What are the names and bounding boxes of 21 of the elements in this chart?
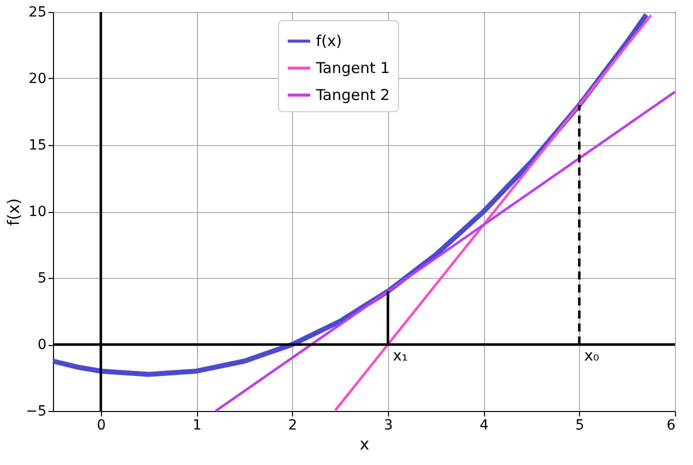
legend-label: Tangent 1	[315, 59, 390, 78]
x-axis-title: x	[360, 434, 370, 454]
y-tick-label: 15	[28, 138, 46, 154]
y-tick-label: 20	[28, 71, 46, 87]
y-tick-label: −5	[26, 404, 46, 420]
x-tick-label: 4	[480, 418, 489, 434]
y-axis-title: f(x)	[4, 198, 23, 226]
legend-label: f(x)	[316, 32, 342, 50]
annotation: x₁	[392, 346, 408, 364]
x-tick-label: 0	[96, 418, 106, 434]
x-tick-label: 1	[192, 418, 202, 434]
x-tick-label: 2	[288, 418, 298, 434]
y-tick-label: 0	[38, 337, 46, 353]
x-tick-label: 5	[575, 418, 584, 434]
legend-label: Tangent 2	[315, 86, 390, 104]
y-tick-label: 25	[28, 4, 46, 20]
y-tick-label: 10	[28, 204, 46, 220]
y-tick-label: 5	[38, 270, 46, 286]
annotation: x₀	[584, 346, 600, 364]
x-tick-label: 6	[666, 418, 676, 434]
x-tick-label: 3	[384, 418, 393, 434]
